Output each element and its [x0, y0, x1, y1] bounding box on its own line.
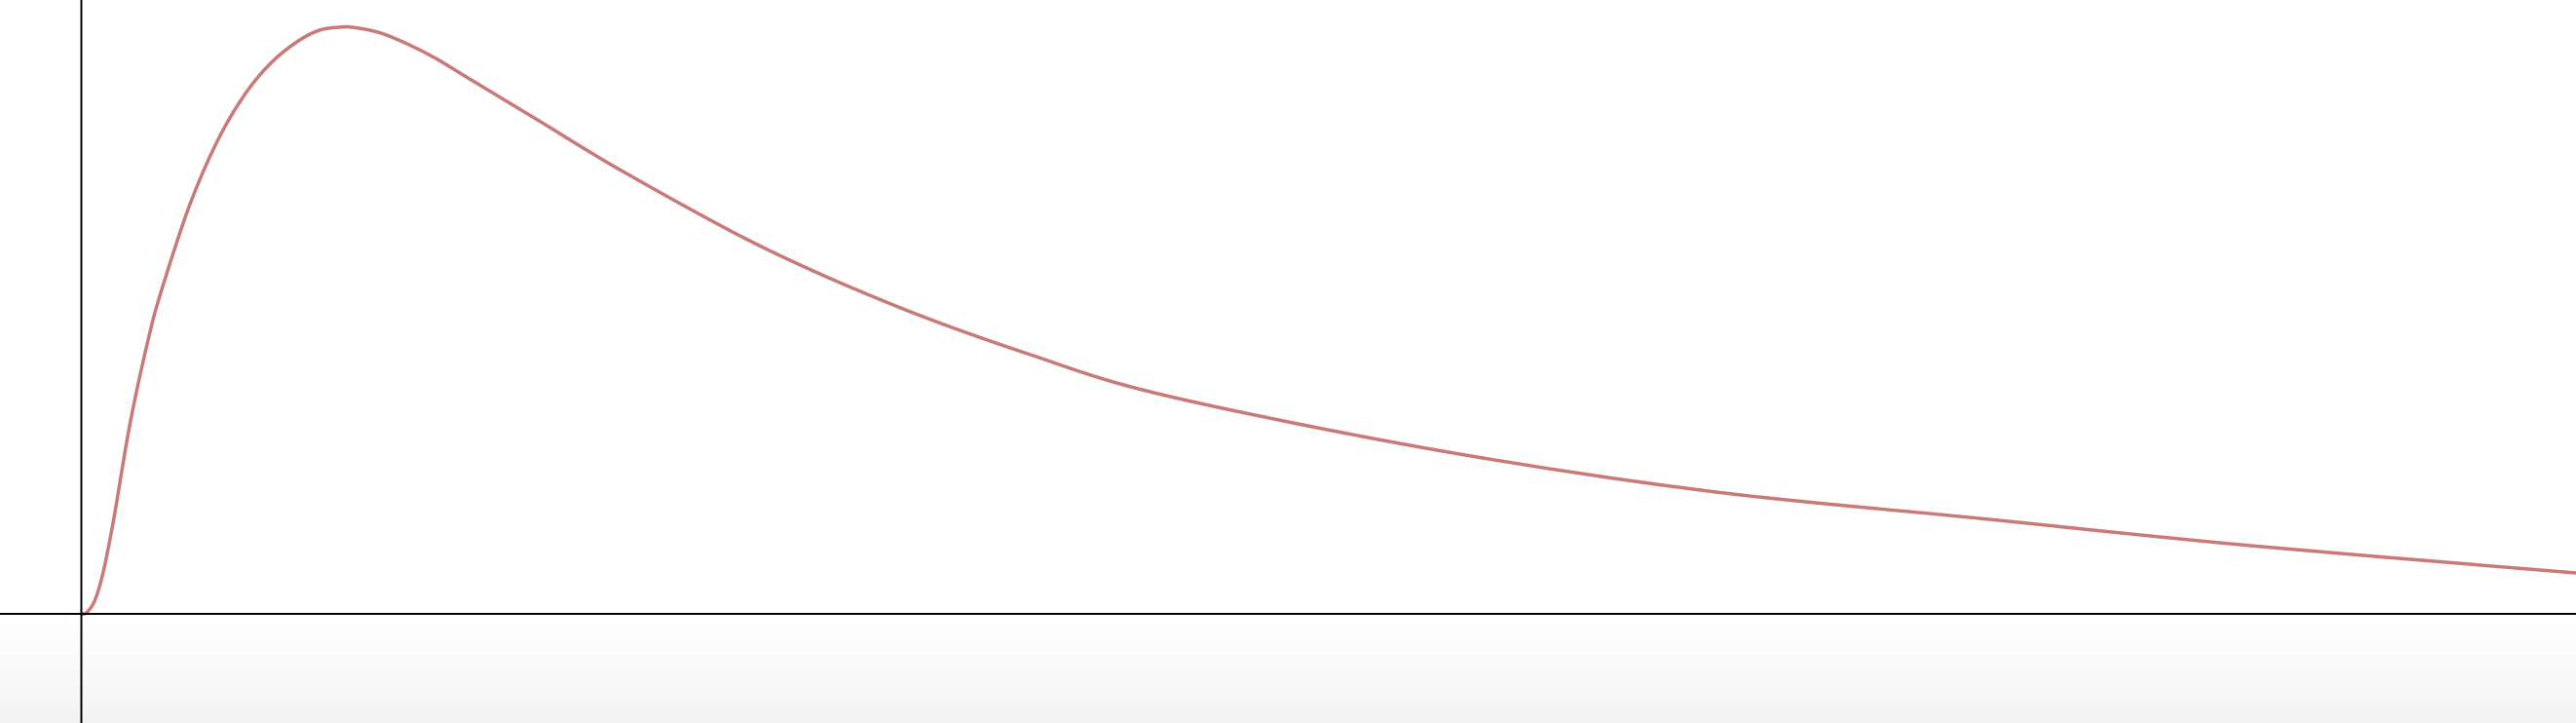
series-line-1 [79, 24, 2576, 616]
series-layer [79, 24, 2576, 616]
plot-bottom-shade [0, 616, 2576, 723]
